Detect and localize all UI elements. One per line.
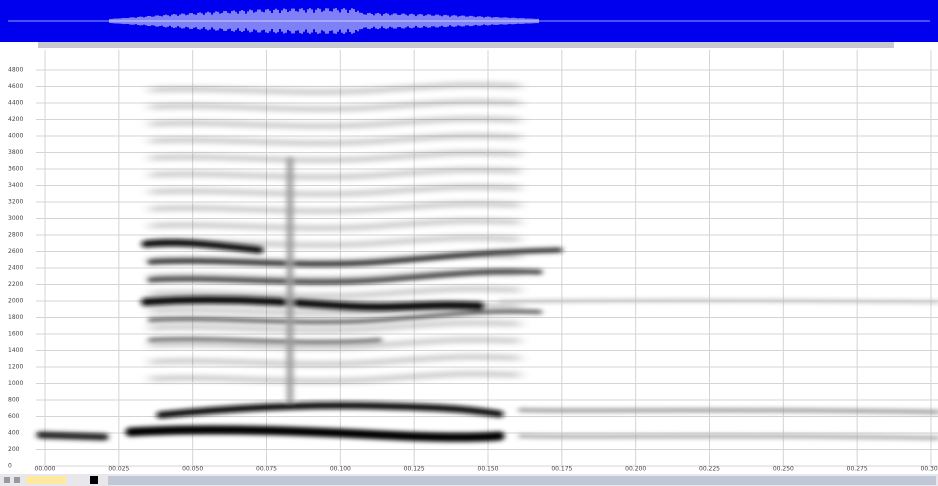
harmonic (149, 99, 521, 111)
harmonic (149, 133, 521, 145)
x-label: 00.100 (330, 466, 351, 473)
x-label: 00.000 (35, 466, 56, 473)
y-label: 4200 (8, 116, 23, 123)
y-label: 400 (8, 430, 20, 437)
y-label: 4000 (8, 133, 23, 140)
harmonic (149, 337, 521, 349)
x-label: 00.225 (699, 466, 720, 473)
y-label: 3800 (8, 149, 23, 156)
harmonic (149, 320, 521, 332)
harmonic (149, 167, 521, 179)
y-label: 200 (8, 446, 20, 453)
x-label: 00.275 (847, 466, 868, 473)
harmonic (149, 371, 521, 383)
waveform-scroll (38, 42, 894, 48)
waveform (109, 8, 539, 34)
y-label: 1400 (8, 347, 23, 354)
y-label: 3200 (8, 199, 23, 206)
y-label: 0 (8, 463, 12, 470)
harmonic (149, 150, 521, 162)
y-label: 4400 (8, 100, 23, 107)
x-label: 00.250 (773, 466, 794, 473)
harmonic (149, 82, 521, 94)
harmonic (149, 218, 521, 230)
harmonic (149, 201, 521, 213)
harmonic (149, 116, 521, 128)
horizontal-scrollbar[interactable] (108, 476, 936, 485)
y-label: 1000 (8, 380, 23, 387)
y-label: 2800 (8, 232, 23, 239)
harmonics (149, 82, 521, 383)
formants (36, 157, 938, 442)
y-label: 3400 (8, 182, 23, 189)
x-label: 00.125 (404, 466, 425, 473)
harmonic (149, 184, 521, 196)
color-swatch[interactable] (90, 476, 98, 484)
y-label: 800 (8, 397, 20, 404)
y-label: 3600 (8, 166, 23, 173)
y-label: 2200 (8, 281, 23, 288)
y-label: 2600 (8, 248, 23, 255)
x-label: 00.150 (478, 466, 499, 473)
status-field[interactable] (26, 476, 66, 484)
x-label: 00.025 (108, 466, 129, 473)
x-label: 00.200 (625, 466, 646, 473)
y-label: 1600 (8, 331, 23, 338)
y-label: 3000 (8, 215, 23, 222)
y-label: 1800 (8, 314, 23, 321)
status-icon[interactable] (4, 477, 10, 483)
harmonic (149, 286, 521, 298)
y-label: 2000 (8, 298, 23, 305)
x-label: 00.175 (551, 466, 572, 473)
y-label: 2400 (8, 265, 23, 272)
y-label: 1200 (8, 364, 23, 371)
y-label: 4600 (8, 83, 23, 90)
x-label: 00.075 (256, 466, 277, 473)
x-label: 00.050 (182, 466, 203, 473)
harmonic (149, 354, 521, 366)
y-label: 4800 (8, 67, 23, 74)
status-icon[interactable] (14, 477, 20, 483)
x-label: 00.300 (921, 466, 938, 473)
y-label: 600 (8, 413, 20, 420)
